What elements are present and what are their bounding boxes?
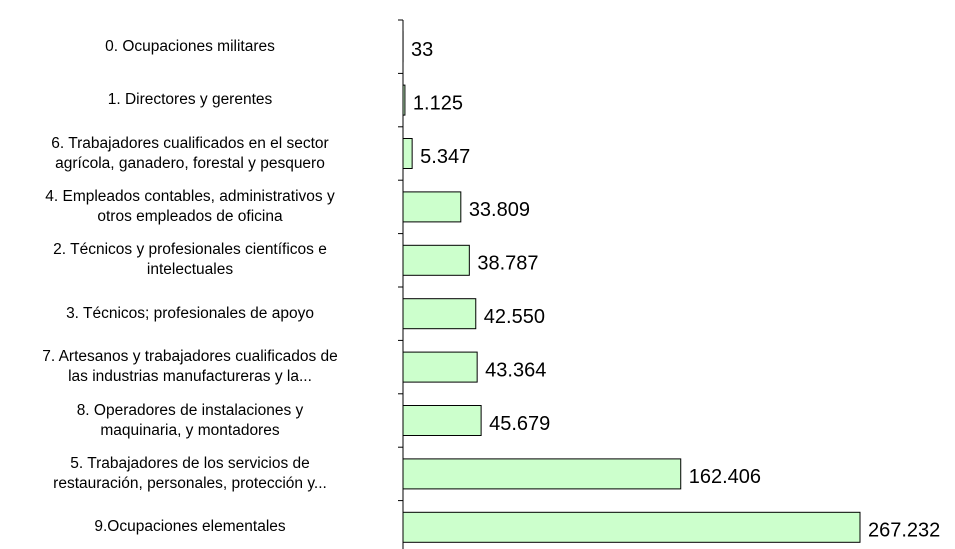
data-label: 42.550 [484,306,545,328]
data-label: 33 [411,39,433,61]
bar [402,138,413,169]
bar [402,458,682,490]
category-label: 6. Trabajadores cualificados en el secto… [51,134,329,172]
category-label: 7. Artesanos y trabajadores cualificados… [42,348,338,386]
bar [402,191,462,223]
category-label: 3. Técnicos; profesionales de apoyo [66,304,314,322]
bar [402,351,478,383]
bar [402,511,861,543]
data-label: 5.347 [420,146,470,168]
data-label: 45.679 [489,413,550,435]
category-label: 8. Operadores de instalaciones y maquina… [76,401,304,439]
category-label: 2. Técnicos y profesionales científicos … [53,241,327,279]
bar [402,244,470,276]
data-label: 38.787 [477,253,538,275]
data-label: 267.232 [868,520,940,542]
bar [402,84,406,116]
category-label: 0. Ocupaciones militares [105,37,275,55]
category-label: 4. Empleados contables, administrativos … [45,187,335,225]
data-label: 162.406 [689,466,761,488]
data-label: 43.364 [485,359,546,381]
bar [402,298,477,330]
category-label: 9.Ocupaciones elementales [94,518,286,536]
category-label: 5. Trabajadores de los servicios de rest… [53,454,327,492]
data-label: 1.125 [413,92,463,114]
data-label: 33.809 [469,199,530,221]
bar [402,405,482,436]
category-label: 1. Directores y gerentes [107,91,273,109]
